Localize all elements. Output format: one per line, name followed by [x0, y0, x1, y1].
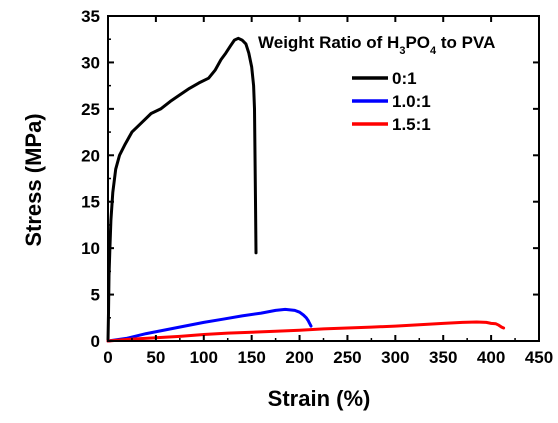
- x-tick-label: 150: [237, 348, 265, 367]
- series-line-1: [106, 36, 258, 343]
- x-tick-label: 50: [146, 348, 165, 367]
- y-tick-label: 30: [81, 53, 100, 72]
- x-tick-label: 100: [190, 348, 218, 367]
- y-tick-label: 0: [91, 332, 100, 351]
- x-tick-label: 250: [333, 348, 361, 367]
- legend-title: Weight Ratio of H3PO4 to PVA: [258, 33, 495, 57]
- legend: Weight Ratio of H3PO4 to PVA 0:1 1.0:1 1.5…: [258, 33, 495, 134]
- legend-title-part-2: PO: [405, 33, 430, 52]
- y-tick-label: 5: [91, 286, 100, 305]
- x-tick-label: 300: [381, 348, 409, 367]
- y-tick-label: 10: [81, 239, 100, 258]
- plot-area: [106, 36, 506, 343]
- series-line-2: [106, 307, 313, 343]
- x-tick-label: 350: [429, 348, 457, 367]
- legend-title-sub-3: 3: [399, 45, 405, 57]
- y-tick-label: 25: [81, 100, 100, 119]
- legend-title-part-1: Weight Ratio of H: [258, 33, 399, 52]
- y-axis-title: Stress (MPa): [21, 113, 46, 246]
- legend-label-1: 0:1: [392, 69, 417, 88]
- x-tick-label: 400: [477, 348, 505, 367]
- legend-title-sub-4: 4: [430, 45, 437, 57]
- y-tick-label: 35: [81, 7, 100, 26]
- y-tick-label: 15: [81, 193, 100, 212]
- plot-frame: [107, 15, 540, 342]
- x-tick-label: 450: [525, 348, 553, 367]
- x-tick-label: 0: [103, 348, 112, 367]
- x-tick-label: 200: [285, 348, 313, 367]
- legend-label-3: 1.5:1: [392, 115, 431, 134]
- y-tick-label: 20: [81, 146, 100, 165]
- legend-label-2: 1.0:1: [392, 92, 431, 111]
- series-line-3: [106, 320, 506, 343]
- x-axis-title: Strain (%): [268, 386, 371, 411]
- legend-title-part-3: to PVA: [436, 33, 495, 52]
- axes: 0 50 100 150 200 250 300 350 400 450 0 5 10 15 20 25 30 3…: [81, 7, 553, 367]
